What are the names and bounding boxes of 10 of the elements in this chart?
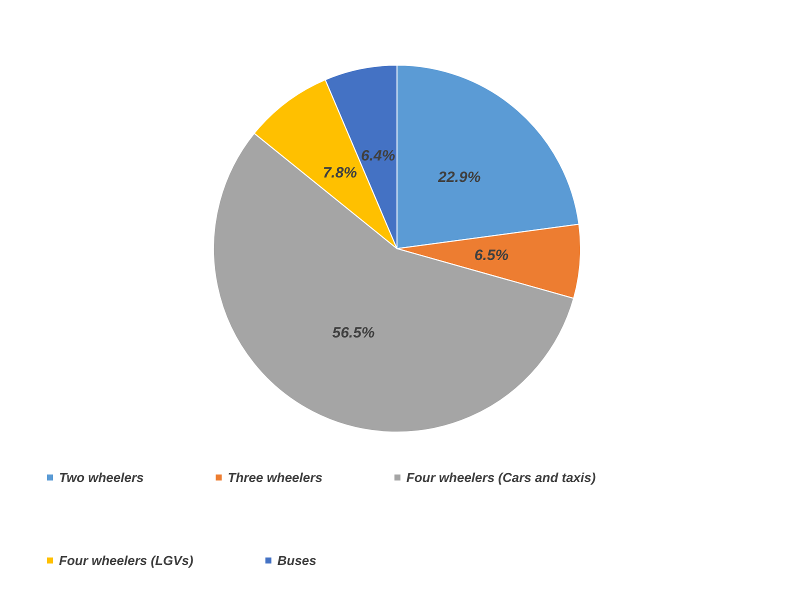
data-label: 6.4% [360,147,396,164]
data-label: 22.9% [437,168,481,186]
data-label: 56.5% [332,324,375,342]
legend-label: Buses [277,553,316,568]
legend-label: Two wheelers [59,470,144,485]
legend-label: Three wheelers [228,470,322,485]
legend-label: Four wheelers (Cars and taxis) [406,470,596,485]
data-label: 7.8% [322,164,358,182]
legend-label: Four wheelers (LGVs) [59,553,194,568]
data-label: 6.5% [474,246,509,264]
